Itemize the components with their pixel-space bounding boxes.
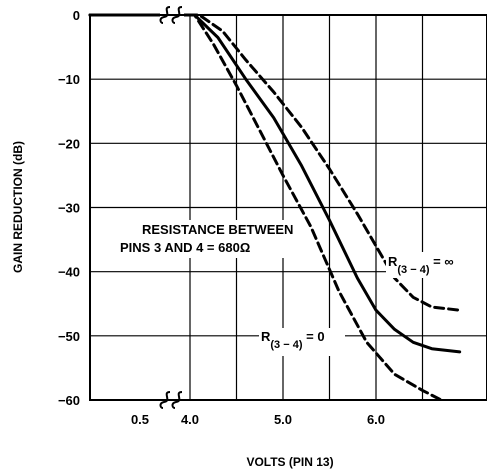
axis-break-mark-1-1 [171, 391, 183, 409]
series-line-1 [88, 13, 462, 354]
label-r-infinity: R(3 − 4) = ∞ [388, 254, 454, 276]
axis-break-mark-1-0 [159, 391, 171, 409]
y-axis-title: GAIN REDUCTION (dB) [11, 141, 25, 273]
label-backdrop-zero [259, 328, 345, 356]
annotation-resistance-line1: RESISTANCE BETWEEN [142, 222, 293, 237]
y-tick-label-0: 0 [73, 8, 80, 23]
x-tick-label-3: 6.0 [367, 412, 385, 427]
annotation-backdrop [118, 220, 298, 258]
y-tick-label-6: −60 [58, 393, 80, 408]
y-tick-label-5: −50 [58, 329, 80, 344]
plot-frame [89, 14, 487, 401]
axis-break-mark-0-0 [159, 6, 171, 24]
y-tick-label-4: −40 [58, 265, 80, 280]
y-tick-label-2: −20 [58, 136, 80, 151]
x-axis-title: VOLTS (PIN 13) [246, 455, 333, 469]
y-tick-label-3: −30 [58, 201, 80, 216]
y-tick-label-1: −10 [58, 72, 80, 87]
tick-labels: 0 −10 −20 −30 −40 −50 −60 0.5 4.0 5.0 6.0 [58, 8, 385, 427]
x-tick-label-1: 4.0 [181, 412, 199, 427]
x-tick-label-0: 0.5 [131, 412, 149, 427]
series-line-0 [88, 13, 462, 312]
x-tick-label-2: 5.0 [274, 412, 292, 427]
label-backdrop-inf [386, 252, 486, 278]
label-r-zero: R(3 − 4) = 0 [261, 329, 325, 351]
annotation-resistance-line2: PINS 3 AND 4 = 680Ω [120, 240, 250, 255]
axis-break-mark-0-1 [171, 6, 183, 24]
